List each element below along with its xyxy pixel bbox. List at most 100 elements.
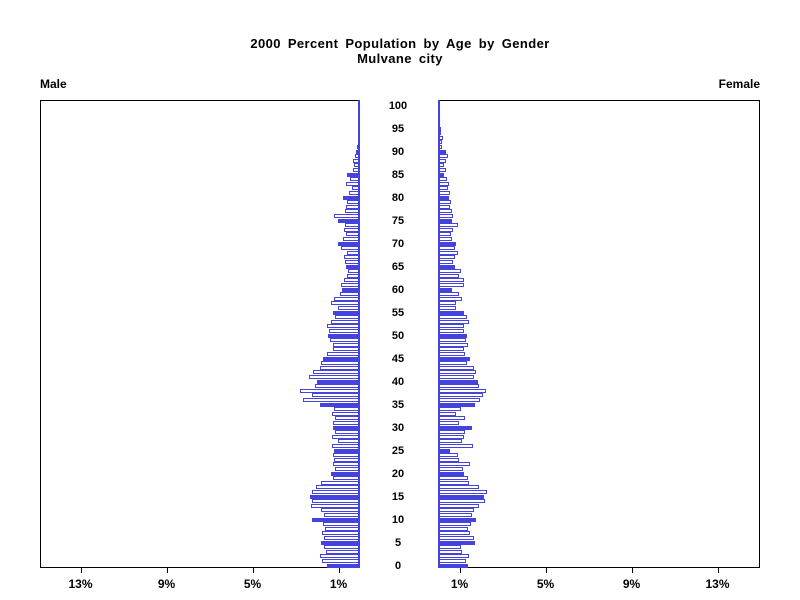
bar-female-age-26: [439, 443, 473, 448]
bar-female-age-75: [439, 218, 452, 223]
bar-female-age-0: [439, 563, 469, 568]
bar-female-age-30: [439, 425, 473, 430]
bar-male-age-42: [313, 370, 359, 375]
age-tick-label-100: 100: [388, 99, 408, 112]
bar-male-age-19: [333, 476, 359, 481]
bar-female-age-94: [439, 131, 442, 136]
bar-female-age-77: [439, 209, 452, 214]
bar-male-age-16: [311, 489, 359, 494]
bar-female-age-24: [439, 453, 459, 458]
bar-female-age-61: [439, 282, 465, 287]
bar-female-age-71: [439, 236, 453, 241]
bar-male-age-54: [334, 315, 359, 320]
bar-female-age-55: [439, 310, 464, 315]
age-tick-label-85: 85: [391, 168, 405, 181]
bar-male-age-87: [353, 163, 359, 168]
bar-female-age-57: [439, 301, 456, 306]
age-tick-label-55: 55: [391, 306, 405, 319]
bar-male-age-13: [310, 503, 359, 508]
bar-female-age-72: [439, 232, 451, 237]
male-zero-baseline: [358, 100, 360, 568]
age-tick-label-35: 35: [391, 398, 405, 411]
bar-female-age-69: [439, 246, 455, 251]
bar-female-age-25: [439, 448, 451, 453]
bar-female-age-51: [439, 328, 465, 333]
bar-female-age-16: [439, 489, 487, 494]
pct-tick-mark-9%: [631, 568, 633, 573]
bar-female-age-87: [439, 163, 445, 168]
age-tick-label-10: 10: [391, 513, 405, 526]
bar-male-age-21: [334, 466, 359, 471]
age-tick-label-45: 45: [391, 352, 405, 365]
bar-male-age-62: [343, 278, 359, 283]
bar-male-age-39: [314, 384, 359, 389]
bar-female-age-43: [439, 365, 474, 370]
bar-male-age-45: [323, 356, 359, 361]
age-tick-label-65: 65: [391, 260, 405, 273]
bar-male-age-0: [326, 563, 360, 568]
bar-male-age-70: [337, 241, 359, 246]
bar-male-age-60: [342, 287, 359, 292]
bar-female-age-17: [439, 485, 480, 490]
age-tick-label-25: 25: [391, 444, 405, 457]
bar-male-age-69: [340, 246, 359, 251]
bar-male-age-5: [320, 540, 359, 545]
bar-male-age-12: [320, 508, 359, 513]
bar-male-age-43: [320, 365, 359, 370]
bar-female-age-22: [439, 462, 471, 467]
bar-female-age-7: [439, 531, 471, 536]
bar-female-age-49: [439, 338, 466, 343]
bar-female-age-58: [439, 296, 462, 301]
bar-male-age-23: [333, 457, 359, 462]
bar-male-age-48: [333, 342, 359, 347]
bar-female-age-53: [439, 319, 470, 324]
bar-female-age-21: [439, 466, 463, 471]
bar-male-age-53: [330, 319, 359, 324]
bar-male-age-84: [350, 177, 359, 182]
bar-male-age-37: [312, 393, 359, 398]
bar-female-age-31: [439, 420, 460, 425]
bar-female-age-45: [439, 356, 471, 361]
bar-male-age-44: [321, 361, 359, 366]
bar-female-age-48: [439, 342, 468, 347]
bar-female-age-90: [439, 149, 447, 154]
bar-female-age-63: [439, 273, 459, 278]
pct-tick-mark-1%: [338, 568, 340, 573]
pct-tick-mark-5%: [252, 568, 254, 573]
bar-male-age-80: [342, 195, 359, 200]
bar-male-age-18: [320, 480, 359, 485]
bar-female-age-5: [439, 540, 475, 545]
bar-male-age-88: [352, 158, 360, 163]
bar-female-age-50: [439, 333, 467, 338]
bar-male-age-74: [345, 223, 359, 228]
bar-male-age-57: [331, 301, 359, 306]
pct-tick-label-13%: 13%: [705, 577, 730, 591]
bar-female-age-66: [439, 259, 454, 264]
male-panel-frame: [40, 100, 360, 568]
age-tick-label-20: 20: [391, 467, 405, 480]
female-panel-label: Female: [718, 77, 760, 91]
bar-male-age-35: [320, 402, 359, 407]
bar-male-age-78: [346, 204, 359, 209]
bar-female-age-44: [439, 361, 467, 366]
bar-male-age-7: [321, 531, 359, 536]
bar-male-age-77: [344, 209, 359, 214]
bar-male-age-81: [349, 190, 359, 195]
bar-male-age-33: [331, 411, 359, 416]
pct-tick-label-1%: 1%: [450, 577, 469, 591]
age-tick-label-70: 70: [391, 237, 405, 250]
bar-male-age-50: [328, 333, 359, 338]
bar-male-age-32: [334, 416, 359, 421]
bar-female-age-9: [439, 522, 471, 527]
bar-female-age-12: [439, 508, 474, 513]
age-tick-label-5: 5: [394, 536, 402, 549]
pct-tick-mark-13%: [717, 568, 719, 573]
bar-female-age-81: [439, 190, 450, 195]
age-tick-label-95: 95: [391, 122, 405, 135]
bar-female-age-86: [439, 167, 446, 172]
bar-male-age-92: [357, 140, 360, 145]
pct-tick-label-13%: 13%: [68, 577, 93, 591]
bar-female-age-37: [439, 393, 483, 398]
bar-female-age-28: [439, 434, 465, 439]
